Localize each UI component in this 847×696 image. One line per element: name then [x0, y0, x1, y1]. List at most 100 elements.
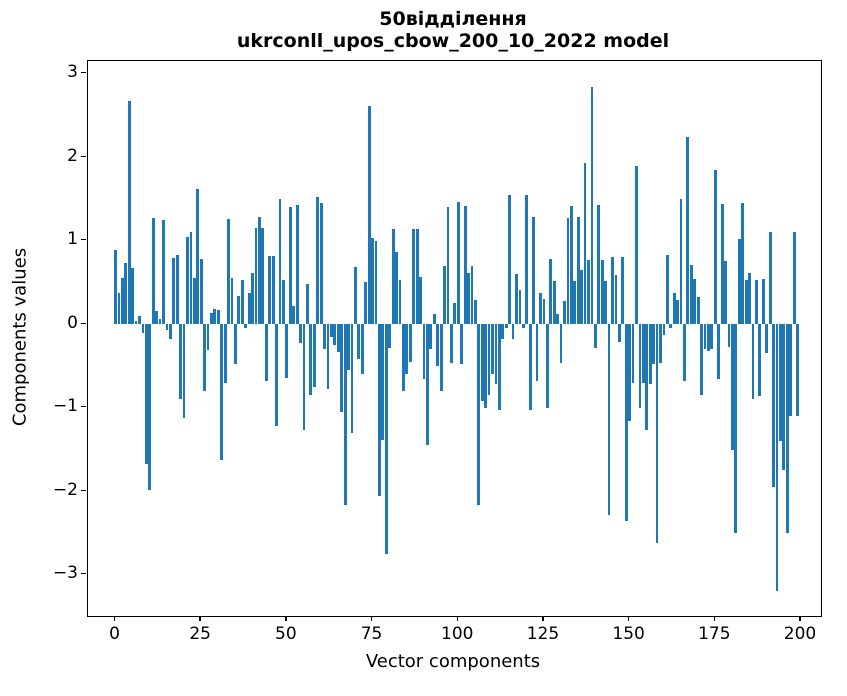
- bar: [727, 324, 731, 347]
- bar: [659, 324, 662, 363]
- bar: [696, 296, 700, 325]
- bar: [614, 275, 618, 325]
- bar: [141, 324, 145, 333]
- bar: [402, 324, 405, 392]
- bar: [624, 324, 628, 521]
- bar: [590, 87, 594, 325]
- bar: [446, 206, 450, 325]
- bar: [326, 324, 330, 390]
- bar: [429, 324, 433, 350]
- bar: [652, 324, 655, 365]
- bar: [542, 299, 546, 325]
- bar: [309, 324, 313, 396]
- bar: [391, 229, 395, 325]
- bar: [295, 204, 299, 325]
- bar: [569, 205, 573, 325]
- x-tick-label: 150: [612, 624, 645, 644]
- bar: [247, 292, 251, 325]
- bar: [518, 290, 522, 325]
- bar: [645, 324, 649, 430]
- y-tick-label: −2: [52, 479, 78, 500]
- bar: [210, 313, 213, 325]
- bar: [635, 165, 638, 325]
- y-tick-label: −3: [52, 563, 78, 584]
- bar: [765, 324, 769, 353]
- bar: [117, 292, 121, 325]
- bar: [453, 302, 457, 325]
- bar: [549, 259, 553, 325]
- bar: [271, 255, 275, 325]
- bar: [720, 204, 724, 325]
- bar: [131, 268, 135, 325]
- bar: [535, 324, 539, 382]
- bar: [282, 280, 285, 325]
- chart-title-line1: 50відділення: [379, 8, 527, 30]
- bar: [223, 324, 227, 383]
- bar: [758, 324, 762, 397]
- bar: [460, 324, 464, 365]
- bar: [323, 324, 326, 350]
- bar: [703, 324, 707, 350]
- bar: [299, 324, 302, 343]
- bar: [405, 324, 409, 375]
- bar: [662, 324, 666, 336]
- bar: [768, 232, 772, 325]
- bar: [258, 216, 261, 325]
- bar: [144, 324, 148, 464]
- bar: [744, 280, 748, 325]
- bar: [162, 219, 165, 325]
- bar: [264, 324, 268, 382]
- bar: [607, 324, 611, 515]
- bar: [206, 324, 210, 351]
- x-tick-mark: [542, 616, 544, 621]
- bar: [408, 324, 412, 362]
- bar: [521, 324, 525, 329]
- bar: [473, 300, 477, 325]
- y-tick-mark: [81, 72, 86, 74]
- y-tick-label: 1: [67, 229, 78, 250]
- bar: [556, 314, 560, 325]
- y-tick-label: 3: [67, 62, 78, 83]
- y-tick-mark: [81, 239, 86, 241]
- bar: [751, 324, 755, 400]
- bar: [672, 292, 676, 325]
- y-tick-label: 0: [67, 312, 78, 333]
- bar: [426, 324, 429, 446]
- bar: [449, 324, 453, 363]
- bar: [124, 262, 128, 325]
- bar: [785, 324, 789, 534]
- bar: [381, 324, 385, 440]
- bar: [251, 272, 254, 325]
- x-tick-mark: [199, 616, 201, 621]
- bar: [707, 324, 710, 352]
- bar: [151, 218, 155, 325]
- bar: [669, 324, 673, 329]
- bar: [319, 203, 323, 325]
- bar: [357, 324, 361, 360]
- bar: [501, 324, 505, 340]
- bar: [686, 137, 690, 325]
- bar: [480, 324, 484, 402]
- bar: [580, 270, 584, 325]
- bar: [710, 324, 714, 350]
- bar: [340, 324, 344, 412]
- bar: [350, 324, 354, 433]
- bar: [515, 274, 518, 325]
- bar: [617, 324, 621, 342]
- bar: [165, 324, 169, 331]
- bar: [432, 314, 436, 325]
- bar: [261, 228, 265, 325]
- x-tick-label: 200: [783, 624, 817, 644]
- bar: [491, 324, 494, 375]
- bar: [192, 278, 196, 325]
- bar: [463, 205, 467, 325]
- bar: [755, 280, 758, 325]
- bar: [285, 324, 289, 378]
- bar: [713, 169, 717, 325]
- bar: [782, 324, 786, 471]
- bar: [676, 300, 679, 325]
- bar: [563, 300, 566, 325]
- bar: [412, 229, 416, 325]
- bar: [494, 324, 498, 385]
